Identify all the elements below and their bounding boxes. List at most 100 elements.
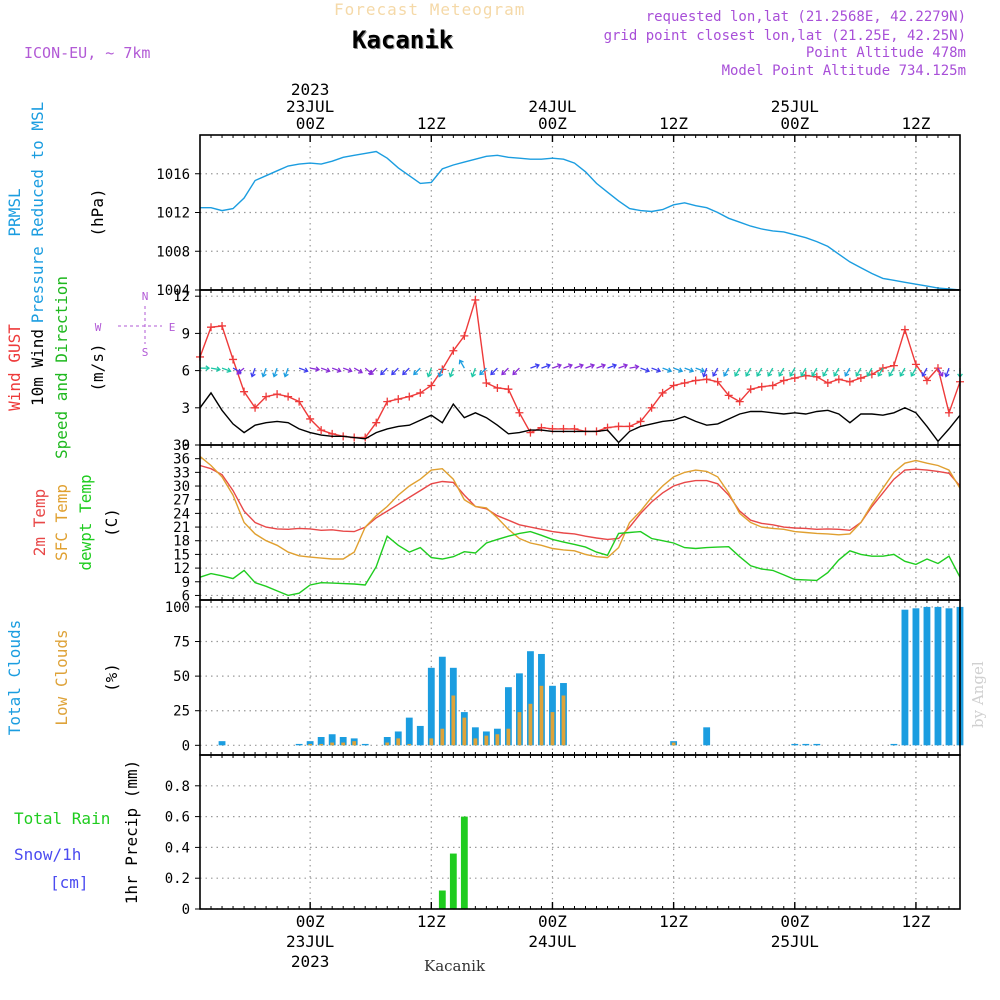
wind-arrow-shaft — [662, 367, 672, 372]
wind-arrow-head — [283, 372, 289, 378]
wind-arrow-shaft — [767, 367, 774, 377]
wind-direction-arrow — [910, 367, 917, 377]
wind-line-10m-wind — [199, 391, 961, 444]
clouds-bar-low-clouds — [429, 738, 434, 746]
wind-marker-gust — [515, 408, 524, 417]
wind-direction-arrow — [921, 367, 928, 377]
wind-arrow-head — [656, 367, 662, 373]
wind-arrow-head — [369, 370, 374, 376]
wind-direction-arrow — [342, 367, 353, 373]
clouds-bar-total-clouds — [471, 727, 479, 746]
compass-s: S — [142, 346, 149, 359]
wind-direction-arrow — [888, 367, 895, 377]
wind-direction-arrow — [844, 367, 851, 377]
wind-direction-arrow — [651, 367, 662, 373]
wind-marker-gust — [427, 381, 436, 390]
wind-arrow-head — [701, 372, 708, 378]
wind-arrow-shaft — [284, 367, 289, 377]
time-label-bottom: 23JUL — [286, 932, 334, 951]
wind-direction-arrow — [877, 367, 884, 377]
clouds-bar-total-clouds — [317, 737, 325, 746]
y-tick-label-wind: 12 — [173, 289, 190, 305]
wind-direction-arrow — [789, 367, 796, 377]
wind-marker-gust — [240, 387, 249, 396]
y-tick-label-clouds: 0 — [182, 738, 190, 754]
wind-direction-arrow — [833, 367, 840, 377]
wind-arrow-shaft — [734, 367, 741, 377]
panel-label-temperature: 2m Temp — [30, 489, 49, 556]
panel-frame-wind — [199, 289, 961, 446]
bottom-station-label: Kacanik — [424, 957, 486, 975]
wind-arrow-shaft — [490, 367, 498, 375]
wind-arrow-shaft — [251, 367, 256, 377]
y-tick-label-wind: 0 — [182, 438, 190, 454]
time-label-bottom: 00Z — [296, 912, 325, 931]
clouds-bar-total-clouds — [802, 743, 810, 746]
wind-arrow-head — [261, 372, 267, 378]
clouds-bar-low-clouds — [407, 743, 412, 746]
wind-direction-arrow — [822, 367, 829, 377]
wind-direction-arrow — [673, 367, 684, 373]
wind-arrow-head — [357, 368, 363, 374]
wind-direction-arrow — [640, 367, 651, 373]
wind-arrow-shaft — [866, 367, 873, 377]
wind-marker-gust — [691, 376, 700, 385]
y-tick-label-temperature: 12 — [173, 561, 190, 577]
wind-direction-arrow — [479, 367, 487, 376]
wind-arrow-shaft — [800, 367, 807, 377]
wind-marker-gust — [405, 392, 414, 401]
clouds-bar-total-clouds — [912, 608, 920, 746]
wind-arrow-head — [458, 359, 464, 365]
clouds-bar-low-clouds — [517, 712, 522, 746]
wind-arrow-head — [501, 370, 507, 376]
wind-arrow-head — [490, 370, 496, 376]
wind-arrow-shaft — [353, 367, 363, 374]
wind-arrow-head — [325, 367, 331, 373]
wind-marker-gust — [856, 374, 865, 383]
wind-direction-arrow — [320, 367, 331, 373]
panel-label-wind: Wind GUST — [5, 324, 24, 411]
wind-arrow-shaft — [910, 367, 917, 377]
clouds-bar-total-clouds — [813, 743, 821, 746]
wind-arrow-shaft — [640, 367, 650, 372]
wind-arrow-shaft — [320, 367, 330, 372]
clouds-bar-total-clouds — [504, 687, 512, 746]
wind-arrow-shaft — [756, 367, 763, 377]
wind-marker-gust — [658, 388, 667, 397]
time-label-bottom: 12Z — [901, 912, 930, 931]
wind-direction-arrow — [210, 366, 221, 372]
wind-arrow-head — [678, 367, 684, 373]
clouds-bar-low-clouds — [330, 742, 335, 746]
wind-direction-arrow — [470, 367, 476, 378]
compass-w: W — [95, 321, 102, 334]
wind-marker-gust — [460, 331, 469, 340]
wind-marker-gust — [669, 381, 678, 390]
clouds-bar-low-clouds — [550, 712, 555, 746]
panel-label-wind: Speed and Direction — [52, 276, 71, 459]
wind-marker-gust — [482, 379, 491, 387]
temperature-line-2m-temp — [199, 464, 961, 541]
time-label-top: 12Z — [901, 114, 930, 133]
wind-arrow-shaft — [574, 364, 584, 369]
y-tick-label-temperature: 6 — [182, 588, 190, 604]
wind-direction-arrow — [369, 367, 377, 376]
wind-arrow-head — [767, 371, 773, 377]
y-tick-label-precip: 0.2 — [165, 871, 190, 887]
wind-arrow-head — [734, 371, 740, 377]
wind-direction-arrow — [756, 367, 763, 377]
wind-arrow-head — [944, 372, 950, 378]
wind-arrow-head — [756, 371, 762, 377]
clouds-bar-low-clouds — [319, 743, 324, 746]
y-tick-label-wind: 9 — [182, 326, 190, 342]
wind-direction-arrow — [261, 367, 267, 378]
wind-arrow-head — [589, 363, 596, 369]
clouds-bar-low-clouds — [308, 743, 313, 746]
wind-arrow-shaft — [369, 367, 377, 375]
time-label-bottom: 12Z — [659, 912, 688, 931]
wind-arrow-shaft — [629, 365, 639, 369]
wind-arrow-head — [380, 370, 385, 376]
wind-marker-gust — [768, 381, 777, 390]
wind-arrow-head — [578, 363, 584, 369]
time-label-top: 25JUL — [771, 97, 819, 116]
wind-arrow-shaft — [210, 367, 220, 371]
